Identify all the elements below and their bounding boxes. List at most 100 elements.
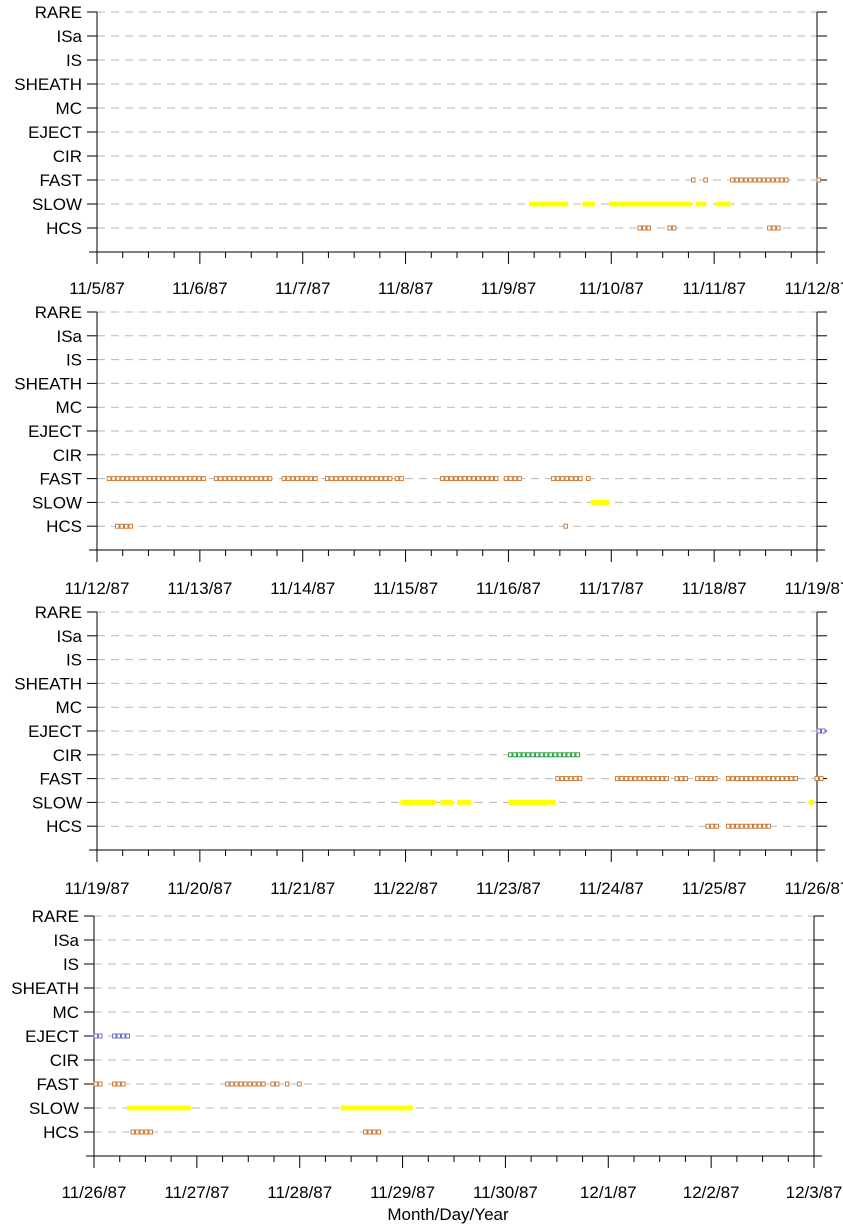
- interval-box: [543, 752, 549, 758]
- interval-boxes: [93, 1033, 103, 1039]
- interval-box: [775, 177, 780, 183]
- interval-box: [570, 752, 576, 758]
- interval-boxes: [695, 776, 718, 782]
- interval-boxes: [130, 1129, 153, 1135]
- y-tick-label: EJECT: [25, 1027, 79, 1046]
- interval-box: [735, 823, 740, 829]
- interval-box: [671, 225, 677, 231]
- interval-box: [121, 1033, 126, 1039]
- series-fast: [93, 1081, 302, 1087]
- interval-boxes: [726, 776, 798, 782]
- x-tick-label: 11/12/87: [65, 579, 130, 598]
- interval-boxes: [563, 523, 568, 529]
- interval-boxes: [726, 823, 771, 829]
- slow-bar: [808, 799, 814, 805]
- interval-box: [115, 476, 121, 482]
- series-fast: [555, 776, 824, 782]
- interval-boxes: [106, 476, 206, 482]
- interval-box: [709, 823, 715, 829]
- interval-box: [365, 476, 370, 482]
- interval-box: [116, 1033, 121, 1039]
- interval-box: [347, 476, 352, 482]
- interval-box: [564, 776, 569, 782]
- y-tick-label: FAST: [39, 171, 82, 190]
- interval-box: [351, 476, 357, 482]
- interval-box: [534, 752, 540, 758]
- interval-box: [111, 476, 116, 482]
- interval-box: [766, 823, 771, 829]
- interval-box: [133, 476, 139, 482]
- interval-box: [147, 476, 152, 482]
- interval-box: [743, 177, 749, 183]
- interval-box: [213, 476, 219, 482]
- interval-box: [290, 476, 296, 482]
- x-tick-label: 11/29/87: [370, 1183, 435, 1202]
- interval-box: [564, 476, 570, 482]
- interval-box: [245, 476, 250, 482]
- interval-box: [614, 776, 620, 782]
- series-slow: [126, 1105, 413, 1111]
- slow-bar: [590, 499, 610, 505]
- series-slow: [400, 799, 814, 805]
- x-tick-label: 11/23/87: [476, 879, 541, 898]
- interval-box: [714, 823, 719, 829]
- interval-box: [399, 476, 404, 482]
- y-tick-label: MC: [56, 99, 82, 118]
- x-tick-label: 11/8/87: [378, 279, 433, 298]
- interval-box: [263, 476, 268, 482]
- interval-box: [297, 1081, 302, 1087]
- x-tick-label: 11/9/87: [481, 279, 536, 298]
- interval-box: [115, 523, 120, 529]
- interval-box: [238, 1081, 244, 1087]
- interval-box: [713, 776, 718, 782]
- x-tick-label: 11/27/87: [164, 1183, 229, 1202]
- y-tick-label: SLOW: [32, 195, 82, 214]
- interval-box: [748, 776, 753, 782]
- interval-boxes: [730, 177, 789, 183]
- interval-box: [174, 476, 179, 482]
- y-tick-label: IS: [63, 955, 79, 974]
- slow-bar: [126, 1105, 191, 1111]
- interval-box: [748, 823, 753, 829]
- interval-box: [201, 476, 206, 482]
- interval-box: [367, 1129, 372, 1135]
- interval-box: [573, 476, 579, 482]
- interval-box: [124, 523, 129, 529]
- interval-box: [231, 476, 237, 482]
- x-tick-label: 11/15/87: [373, 579, 438, 598]
- interval-boxes: [767, 225, 781, 231]
- y-tick-label: SHEATH: [14, 674, 82, 693]
- x-tick-label: 12/3/87: [786, 1183, 843, 1202]
- interval-box: [142, 476, 148, 482]
- interval-box: [467, 476, 472, 482]
- interval-box: [369, 476, 375, 482]
- interval-box: [575, 752, 580, 758]
- interval-boxes: [814, 776, 824, 782]
- x-tick-label: 11/24/87: [579, 879, 644, 898]
- interval-box: [119, 523, 124, 529]
- interval-box: [236, 476, 241, 482]
- y-tick-label: CIR: [53, 147, 82, 166]
- interval-box: [458, 476, 463, 482]
- interval-box: [324, 476, 330, 482]
- interval-box: [628, 776, 633, 782]
- interval-box: [394, 476, 400, 482]
- series-hcs: [637, 225, 781, 231]
- interval-box: [471, 476, 476, 482]
- interval-boxes: [284, 1081, 290, 1087]
- interval-box: [757, 823, 762, 829]
- x-tick-label: 11/19/87: [785, 579, 843, 598]
- y-tick-label: FAST: [39, 470, 82, 489]
- y-tick-label: CIR: [53, 446, 82, 465]
- interval-box: [295, 476, 300, 482]
- interval-box: [771, 225, 777, 231]
- interval-box: [757, 776, 762, 782]
- interval-box: [138, 476, 143, 482]
- y-tick-label: ISa: [56, 327, 82, 346]
- panel-3: RARE ISa IS SHEATH MC EJECT CIR FAST SLOW HCS 11/1…: [14, 603, 843, 898]
- interval-box: [555, 476, 561, 482]
- interval-box: [112, 1033, 117, 1039]
- series-hcs: [115, 523, 568, 529]
- interval-box: [356, 476, 361, 482]
- interval-box: [766, 177, 771, 183]
